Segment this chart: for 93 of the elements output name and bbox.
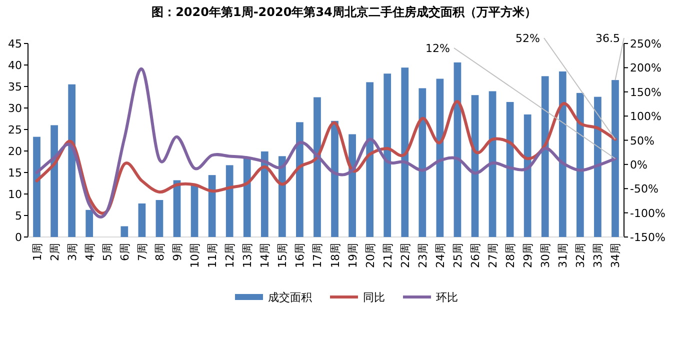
x-tick-label: 15周 [276, 243, 290, 268]
x-tick-label: 19周 [346, 243, 360, 268]
bar [348, 134, 356, 237]
x-tick-label: 2周 [48, 243, 62, 261]
legend-label: 同比 [363, 291, 385, 304]
x-tick-label: 4周 [83, 243, 96, 261]
x-tick-label: 24周 [434, 243, 447, 268]
x-tick-label: 32周 [574, 243, 588, 268]
bar [401, 68, 409, 237]
x-tick-label: 21周 [381, 243, 394, 268]
x-tick-label: 34周 [609, 243, 622, 268]
y-tick-label: 45 [8, 38, 22, 50]
x-tick-label: 6周 [118, 243, 132, 261]
bar [33, 136, 40, 237]
x-tick-label: 10周 [188, 243, 202, 268]
x-tick-label: 11周 [206, 243, 220, 268]
y-tick-label: 35 [8, 80, 22, 94]
x-tick-label: 25周 [451, 243, 464, 268]
bar [384, 74, 392, 237]
y2-tick-label: 250% [630, 38, 662, 50]
bar [366, 82, 374, 237]
y2-tick-label: -50% [630, 182, 658, 196]
bar [524, 114, 532, 237]
bar [120, 226, 128, 237]
bar [68, 84, 76, 237]
chart-title: 图：2020年第1周-2020年第34周北京二手住房成交面积（万平方米） [152, 5, 536, 19]
x-tick-label: 7周 [136, 243, 149, 261]
x-tick-label: 26周 [469, 243, 482, 268]
x-tick-label: 33周 [592, 243, 605, 268]
legend-label: 成交面积 [268, 291, 312, 304]
y2-tick-label: 200% [630, 62, 662, 75]
bar [594, 96, 602, 237]
x-tick-label: 12周 [224, 243, 237, 268]
bar [138, 203, 146, 237]
y-tick-label: 5 [15, 210, 22, 222]
bar [278, 156, 286, 237]
bar [506, 102, 514, 237]
data-label: 36.5 [596, 32, 620, 45]
y2-tick-label: 100% [630, 110, 662, 124]
line-series [35, 100, 617, 214]
x-tick-label: 27周 [486, 243, 500, 268]
bar [488, 91, 496, 237]
bar [50, 125, 58, 237]
bar [436, 78, 444, 237]
legend-label: 环比 [436, 291, 458, 304]
bar [226, 165, 234, 237]
bar [331, 120, 338, 237]
x-tick-label: 5周 [100, 243, 114, 261]
x-tick-label: 29周 [522, 243, 535, 268]
x-tick-label: 20周 [364, 243, 377, 268]
bar [314, 97, 321, 237]
y-tick-label: 40 [8, 59, 22, 72]
bar [173, 180, 181, 237]
x-tick-label: 23周 [416, 243, 430, 268]
bar [86, 210, 94, 237]
x-tick-label: 28周 [504, 243, 518, 268]
y-tick-label: 15 [8, 166, 22, 180]
x-tick-label: 17周 [311, 243, 324, 268]
bar [296, 122, 304, 237]
y2-tick-label: -100% [630, 206, 666, 220]
y2-tick-label: 150% [630, 86, 662, 99]
x-tick-label: 14周 [258, 243, 272, 268]
bar [558, 71, 566, 237]
bar [454, 62, 462, 237]
y-tick-label: 20 [8, 145, 22, 158]
bar [190, 184, 198, 237]
bar [208, 175, 216, 237]
y2-tick-label: 50% [630, 134, 654, 148]
data-label: 52% [516, 32, 540, 45]
x-tick-label: 30周 [539, 243, 552, 268]
x-tick-label: 1周 [30, 243, 44, 261]
y-tick-label: 30 [8, 102, 22, 115]
data-label: 12% [426, 42, 450, 55]
bar [260, 151, 268, 237]
x-tick-label: 22周 [398, 243, 412, 268]
x-tick-label: 3周 [66, 243, 79, 261]
bar [612, 80, 619, 237]
y2-tick-label: -150% [630, 231, 666, 244]
y-tick-label: 10 [8, 188, 22, 201]
x-tick-label: 31周 [556, 243, 570, 268]
y-tick-label: 25 [8, 124, 22, 136]
x-tick-label: 16周 [294, 243, 307, 268]
bar [156, 200, 164, 237]
bar [243, 157, 251, 237]
x-tick-label: 18周 [328, 243, 342, 268]
x-tick-label: 13周 [241, 243, 254, 268]
x-tick-label: 8周 [153, 243, 166, 261]
y-tick-label: 0 [15, 231, 22, 244]
y2-tick-label: 0% [630, 158, 648, 172]
bar [418, 88, 426, 237]
bar [576, 92, 584, 237]
bar [541, 76, 549, 237]
x-tick-label: 9周 [171, 243, 184, 261]
